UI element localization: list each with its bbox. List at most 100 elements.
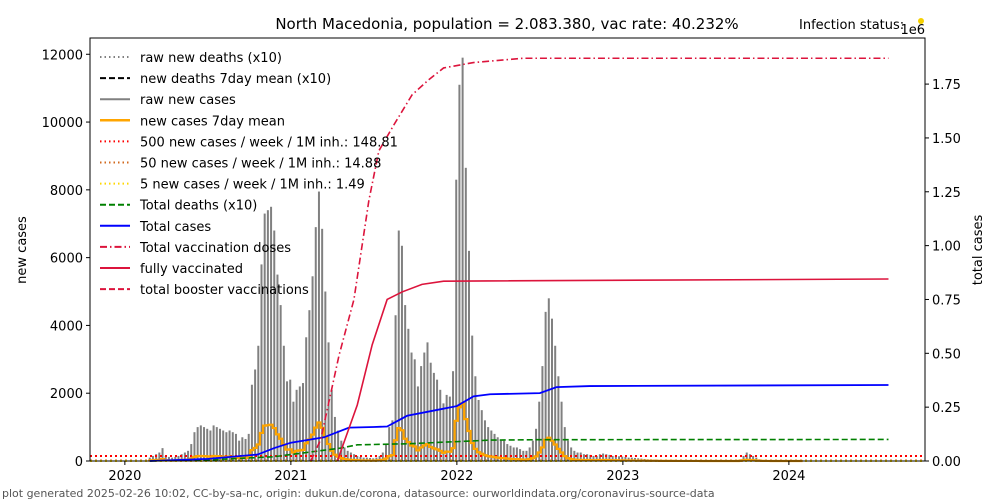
- raw-new-cases-bar: [215, 427, 218, 461]
- raw-new-cases-bar: [499, 440, 502, 461]
- raw-new-cases-bar: [522, 450, 525, 461]
- raw-new-cases-bar: [474, 376, 477, 461]
- raw-new-cases-bar: [356, 455, 359, 461]
- raw-new-cases-bar: [247, 433, 250, 461]
- raw-new-cases-bar: [602, 453, 605, 461]
- raw-new-cases-bar: [586, 454, 589, 461]
- y-tick-label: 6000: [50, 252, 83, 267]
- raw-new-cases-bar: [164, 455, 167, 461]
- raw-new-cases-bar: [378, 455, 381, 461]
- raw-new-cases-bar: [317, 191, 320, 461]
- raw-new-cases-bar: [167, 456, 170, 461]
- y-tick-label: 8000: [50, 184, 83, 199]
- raw-new-cases-bar: [452, 371, 455, 461]
- raw-new-cases-bar: [755, 457, 758, 461]
- raw-new-cases-bar: [426, 342, 429, 461]
- raw-new-cases-bar: [250, 384, 253, 461]
- raw-new-cases-bar: [538, 401, 541, 461]
- raw-new-cases-bar: [337, 430, 340, 461]
- legend-label: Total cases: [139, 220, 211, 235]
- raw-new-cases-bar: [381, 452, 384, 461]
- legend-label: Total vaccination doses: [139, 241, 291, 256]
- raw-new-cases-bar: [234, 433, 237, 461]
- raw-new-cases-bar: [624, 456, 627, 461]
- right-y-tick-label: 1.50: [932, 132, 961, 147]
- legend-label: new deaths 7day mean (x10): [140, 72, 331, 87]
- raw-new-cases-bar: [748, 454, 751, 461]
- raw-new-cases-bar: [455, 179, 458, 461]
- raw-new-cases-bar: [423, 352, 426, 461]
- total-cases-line: [149, 384, 889, 462]
- raw-new-cases-bar: [276, 274, 279, 461]
- raw-new-cases-bar: [544, 311, 547, 461]
- raw-new-cases-bar: [570, 447, 573, 461]
- raw-new-cases-bar: [343, 447, 346, 461]
- raw-new-cases-bar: [742, 455, 745, 461]
- raw-new-cases-bar: [752, 455, 755, 461]
- raw-new-cases-bar: [301, 383, 304, 461]
- raw-new-cases-bar: [496, 437, 499, 461]
- raw-new-cases-bar: [595, 455, 598, 461]
- raw-new-cases-bar: [413, 359, 416, 461]
- raw-new-cases-bar: [436, 379, 439, 461]
- plot-frame: [89, 37, 926, 462]
- raw-new-cases-bar: [471, 335, 474, 461]
- y-tick-label: 4000: [50, 319, 83, 334]
- legend: raw new deaths (x10) new deaths 7day mean…: [100, 51, 398, 298]
- raw-new-cases-bar: [311, 276, 314, 461]
- raw-new-cases-bar: [365, 457, 368, 461]
- right-y-tick-label: 1.25: [932, 186, 961, 201]
- raw-new-cases-bar: [515, 447, 518, 461]
- raw-new-cases-bar: [244, 438, 247, 461]
- raw-new-cases-bar: [273, 230, 276, 461]
- raw-new-cases-bar: [298, 386, 301, 461]
- raw-new-cases-bar: [155, 454, 158, 461]
- legend-label: 5 new cases / week / 1M inh.: 1.49: [140, 178, 365, 193]
- raw-new-cases-bar: [448, 396, 451, 461]
- right-y-tick-label: 0.50: [932, 347, 961, 362]
- raw-new-cases-bar: [254, 369, 257, 461]
- legend-label: 50 new cases / week / 1M inh.: 14.88: [140, 157, 381, 172]
- legend-label: raw new cases: [140, 93, 236, 108]
- raw-new-cases-bar: [490, 430, 493, 461]
- raw-new-cases-bar: [225, 432, 228, 461]
- raw-new-cases-bar: [257, 345, 260, 461]
- raw-new-cases-bar: [531, 440, 534, 461]
- raw-new-cases-bar: [314, 227, 317, 461]
- raw-new-cases-bar: [266, 210, 269, 461]
- right-y-tick-label: 0.25: [932, 401, 961, 416]
- raw-new-cases-bar: [375, 457, 378, 461]
- total-deaths-line: [149, 438, 889, 462]
- raw-new-cases-bar: [509, 445, 512, 461]
- raw-new-cases-bar: [535, 428, 538, 461]
- raw-new-cases-bar: [541, 366, 544, 461]
- raw-new-cases-bar: [279, 305, 282, 461]
- raw-new-cases-bar: [464, 167, 467, 461]
- raw-new-cases-bar: [282, 345, 285, 461]
- right-y-tick-label: 1.75: [932, 78, 961, 93]
- raw-new-cases-bar: [400, 245, 403, 461]
- raw-new-cases-bar: [557, 376, 560, 461]
- raw-new-cases-bar: [289, 379, 292, 461]
- raw-new-cases-bar: [614, 455, 617, 461]
- raw-new-cases-bar: [388, 427, 391, 461]
- raw-new-cases-bar: [148, 457, 151, 461]
- x-tick-label: 2022: [440, 469, 473, 484]
- raw-new-cases-bar: [589, 454, 592, 461]
- raw-new-cases-bar: [512, 447, 515, 461]
- raw-new-cases-bar: [330, 389, 333, 461]
- raw-new-cases-bar: [618, 456, 621, 461]
- legend-label: raw new deaths (x10): [140, 51, 282, 66]
- raw-new-cases-bar: [218, 428, 221, 461]
- raw-new-cases-bar: [359, 456, 362, 461]
- raw-new-cases-bar: [410, 352, 413, 461]
- raw-new-cases-bar: [608, 454, 611, 461]
- raw-new-cases-bar: [180, 454, 183, 461]
- raw-new-cases-bar: [506, 444, 509, 461]
- raw-new-cases-bar: [592, 455, 595, 461]
- raw-new-cases-bar: [295, 389, 298, 461]
- raw-new-cases-bar: [321, 228, 324, 461]
- raw-new-cases-bar: [630, 457, 633, 461]
- raw-new-cases-bar: [209, 430, 212, 461]
